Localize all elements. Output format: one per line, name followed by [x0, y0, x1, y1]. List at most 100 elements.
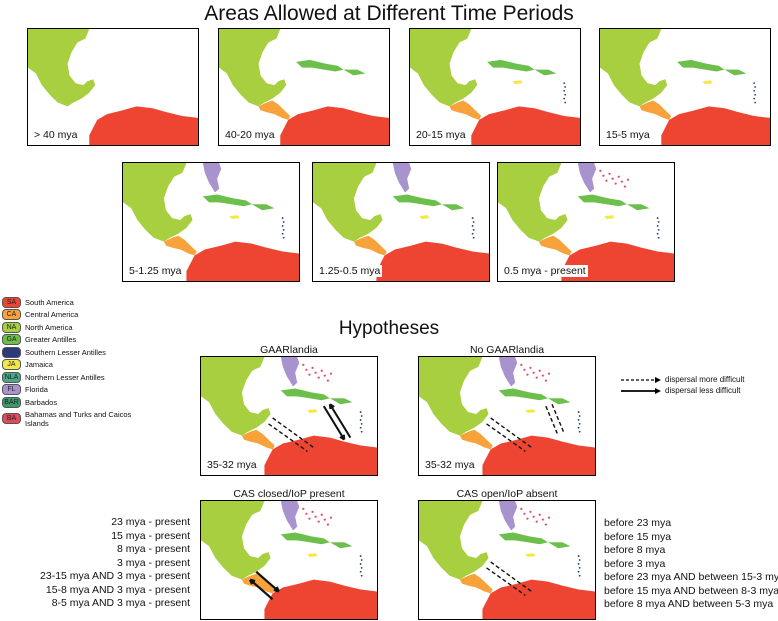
- lesser-antilles-island: [471, 217, 474, 219]
- lesser-antilles-island: [281, 217, 284, 219]
- south-america-region: [661, 106, 770, 145]
- dashed-arrow: [272, 417, 314, 449]
- figure-title: Areas Allowed at Different Time Periods: [204, 2, 574, 25]
- panel-label: 1.25-0.5 mya: [317, 265, 383, 277]
- legend-label: Central America: [25, 310, 79, 320]
- legend-item: FL Florida: [2, 384, 135, 397]
- panel-label: 20-15 mya: [414, 129, 468, 141]
- lesser-antilles-island: [753, 89, 756, 92]
- lesser-antilles-island: [754, 93, 757, 96]
- lesser-antilles-island: [754, 86, 757, 88]
- florida-region: [280, 357, 300, 387]
- solid-arrow-label: dispersal less difficult: [665, 386, 741, 395]
- map-svg: [600, 29, 770, 145]
- lesser-antilles-island: [281, 225, 284, 227]
- map-svg: [123, 163, 299, 281]
- lesser-antilles-island: [360, 415, 363, 417]
- bahamas-island: [320, 369, 323, 372]
- panel-label: 35-32 mya: [423, 459, 477, 471]
- map-svg: [419, 357, 595, 475]
- lesser-antilles-island: [282, 236, 285, 239]
- legend-swatch: BAR: [2, 396, 21, 408]
- north-america-region: [28, 29, 96, 107]
- greater-antilles-region: [677, 59, 747, 76]
- dispersal-arrows: [249, 570, 280, 601]
- lesser-antilles-island: [578, 422, 581, 425]
- north-america-region: [410, 29, 478, 107]
- bahamas-island: [623, 185, 627, 188]
- dashed-arrow: [545, 405, 559, 436]
- lesser-antilles-island: [564, 101, 567, 104]
- south-america-region: [561, 241, 674, 281]
- map-svg: [498, 163, 674, 281]
- legend-label: Bahamas and Turks and Caicos Islands: [25, 409, 132, 428]
- lesser-antilles-island: [656, 232, 659, 235]
- bahamas-island: [611, 177, 614, 180]
- bahamas-island: [541, 374, 544, 377]
- lesser-antilles-island: [360, 430, 363, 433]
- lesser-antilles-island: [359, 411, 362, 413]
- panel-label: 0.5 mya - present: [502, 265, 588, 277]
- north-america-region: [419, 501, 489, 580]
- bahamas-island: [317, 376, 320, 379]
- florida-region: [498, 357, 518, 387]
- bahamas-island: [547, 372, 551, 375]
- legend-label: Greater Antilles: [25, 335, 77, 345]
- bahamas-island: [326, 523, 330, 526]
- time-range-line: before 23 mya: [604, 517, 672, 529]
- bahamas-island: [317, 520, 320, 523]
- greater-antilles-region: [280, 388, 353, 405]
- dashed-arrow: [486, 567, 526, 596]
- north-america-region: [313, 163, 383, 242]
- greater-antilles-region: [202, 194, 275, 211]
- time-range-line: before 8 mya AND between 5-3 mya: [604, 598, 774, 610]
- lesser-antilles-island: [360, 559, 363, 561]
- greater-antilles-region: [498, 532, 571, 549]
- panel-label: > 40 mya: [32, 129, 80, 141]
- bahamas-island: [523, 512, 526, 515]
- central-america-region: [258, 100, 291, 120]
- jamaica-region: [307, 553, 318, 558]
- legend-label: South America: [25, 297, 74, 307]
- dashed-arrow-icon: [621, 376, 661, 383]
- bahamas-island: [302, 363, 305, 366]
- jamaica-region: [604, 215, 615, 220]
- bahamas-island: [523, 368, 526, 371]
- area-legend: SA South America CA Central America NA North …: [2, 296, 135, 429]
- lesser-antilles-island: [577, 419, 580, 421]
- dashed-arrow-label: dispersal more difficult: [665, 375, 745, 384]
- jamaica-region: [525, 409, 536, 414]
- map-svg: [28, 29, 198, 145]
- bahamas-island: [608, 172, 611, 175]
- time-range-line: 8-5 mya AND 3 mya - present: [51, 597, 190, 609]
- hypotheses-title: Hypotheses: [338, 318, 440, 339]
- legend-label: North America: [25, 322, 73, 332]
- cas-closed-title: CAS closed/IoP present: [233, 488, 345, 500]
- bahamas-island: [302, 507, 305, 510]
- bahamas-island: [305, 368, 308, 371]
- bahamas-island: [547, 516, 551, 519]
- dashed-arrow: [268, 423, 308, 452]
- dispersal-arrows: [486, 561, 532, 596]
- lesser-antilles-island: [359, 426, 362, 429]
- lesser-antilles-island: [753, 82, 756, 85]
- bahamas-island: [520, 363, 523, 366]
- south-america-region: [471, 106, 580, 145]
- bahamas-island: [320, 513, 323, 516]
- solid-arrow-icon: [621, 387, 661, 394]
- lesser-antilles-island: [360, 574, 363, 577]
- jamaica-region: [229, 215, 240, 220]
- lesser-antilles-island: [577, 411, 580, 413]
- lesser-antilles-island: [281, 232, 284, 235]
- time-range-line: before 23 mya AND between 15-3 mya: [604, 571, 778, 583]
- solid-arrow: [322, 405, 346, 441]
- bahamas-island: [314, 515, 317, 518]
- greater-antilles-region: [577, 194, 650, 211]
- south-america-region: [186, 241, 299, 281]
- lesser-antilles-island: [657, 228, 660, 231]
- time-range-line: before 8 mya: [604, 544, 666, 556]
- time-range-line: 8 mya - present: [117, 543, 190, 555]
- lesser-antilles-island: [359, 570, 362, 573]
- panel-label: 35-32 mya: [205, 459, 259, 471]
- lesser-antilles-island: [754, 101, 757, 104]
